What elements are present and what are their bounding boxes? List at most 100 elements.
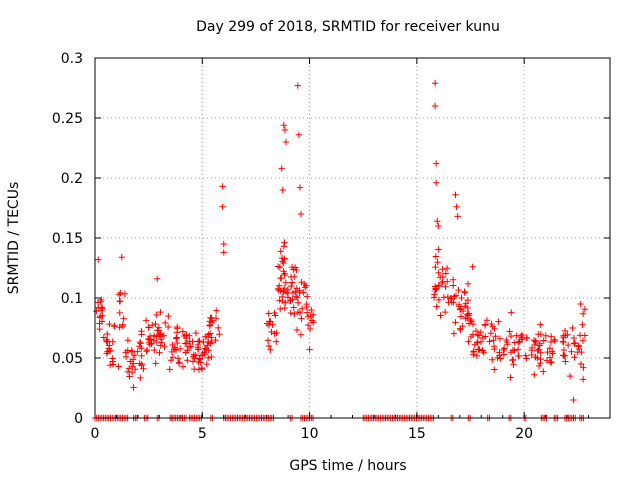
data-point xyxy=(282,279,289,286)
x-tick-label: 10 xyxy=(301,426,319,442)
data-point xyxy=(435,246,442,253)
y-tick-label: 0.1 xyxy=(61,291,83,307)
data-point xyxy=(137,374,144,382)
data-point xyxy=(543,357,551,364)
data-point xyxy=(169,354,177,361)
data-point xyxy=(579,321,586,328)
data-point xyxy=(443,265,451,272)
data-point xyxy=(130,352,138,359)
data-point xyxy=(292,288,299,295)
data-point xyxy=(206,318,213,325)
data-point xyxy=(281,284,288,292)
data-point xyxy=(219,203,226,210)
data-point xyxy=(282,138,290,146)
data-point xyxy=(145,335,152,342)
data-point xyxy=(174,339,181,347)
data-point xyxy=(515,352,522,360)
data-point xyxy=(451,293,458,300)
data-point xyxy=(97,298,105,305)
data-point xyxy=(494,354,501,362)
data-point xyxy=(126,365,133,372)
data-point xyxy=(202,333,209,340)
data-point xyxy=(277,274,284,282)
y-tick-label: 0.25 xyxy=(52,111,83,127)
data-point xyxy=(106,320,113,328)
chart-title: Day 299 of 2018, SRMTID for receiver kun… xyxy=(196,19,500,35)
data-point xyxy=(196,355,204,363)
data-point xyxy=(136,338,144,346)
data-point xyxy=(181,332,188,340)
data-point xyxy=(517,332,525,340)
data-point xyxy=(511,339,518,346)
data-point xyxy=(547,359,554,366)
data-point xyxy=(433,285,440,293)
data-point xyxy=(104,338,111,346)
data-point xyxy=(577,300,584,308)
data-point xyxy=(264,337,272,344)
data-point xyxy=(116,297,123,305)
data-point xyxy=(531,371,538,378)
data-point xyxy=(462,315,469,322)
data-point xyxy=(120,315,127,322)
data-point xyxy=(509,357,516,364)
data-point xyxy=(219,183,226,190)
data-point xyxy=(288,282,295,290)
data-point xyxy=(508,309,515,316)
data-point xyxy=(206,330,214,337)
data-point xyxy=(308,317,316,324)
data-point xyxy=(476,346,483,353)
data-point xyxy=(157,342,164,349)
data-point xyxy=(574,348,581,356)
data-point xyxy=(154,275,161,282)
data-point xyxy=(143,346,151,354)
data-point xyxy=(103,338,110,345)
data-point xyxy=(497,355,504,362)
data-point xyxy=(458,294,465,302)
data-point xyxy=(127,358,134,365)
data-point xyxy=(304,313,312,321)
data-point xyxy=(275,286,282,294)
data-point xyxy=(434,218,441,225)
y-tick-label: 0.15 xyxy=(52,231,83,247)
data-point xyxy=(266,318,273,325)
data-point xyxy=(189,338,196,345)
data-point xyxy=(294,82,301,89)
data-point xyxy=(293,326,301,334)
data-point xyxy=(431,102,439,110)
data-point xyxy=(432,179,440,186)
data-point xyxy=(548,358,555,366)
x-axis-label: GPS time / hours xyxy=(289,458,406,474)
data-point xyxy=(289,296,296,303)
data-point xyxy=(454,213,461,220)
data-point xyxy=(216,331,223,338)
data-point xyxy=(165,312,172,320)
data-point xyxy=(119,321,127,328)
data-point xyxy=(122,353,130,360)
data-point xyxy=(173,334,181,341)
data-point xyxy=(559,352,567,359)
data-point xyxy=(452,292,460,299)
data-point xyxy=(540,368,547,375)
data-point xyxy=(433,303,440,310)
data-point xyxy=(276,297,283,304)
data-point xyxy=(479,347,487,354)
data-point xyxy=(212,336,219,344)
data-point xyxy=(294,294,301,301)
data-point xyxy=(580,364,587,371)
data-point xyxy=(273,329,280,337)
data-point xyxy=(174,323,181,331)
data-point xyxy=(442,270,450,277)
data-point xyxy=(265,342,273,350)
data-point xyxy=(298,315,305,322)
data-point xyxy=(475,332,483,339)
data-point xyxy=(134,348,141,355)
data-point xyxy=(140,365,147,372)
data-point xyxy=(560,346,568,354)
data-point xyxy=(138,328,145,335)
data-point xyxy=(126,373,133,380)
data-point xyxy=(184,356,191,364)
data-point xyxy=(486,338,493,345)
data-point xyxy=(571,354,578,361)
data-point xyxy=(116,324,123,331)
